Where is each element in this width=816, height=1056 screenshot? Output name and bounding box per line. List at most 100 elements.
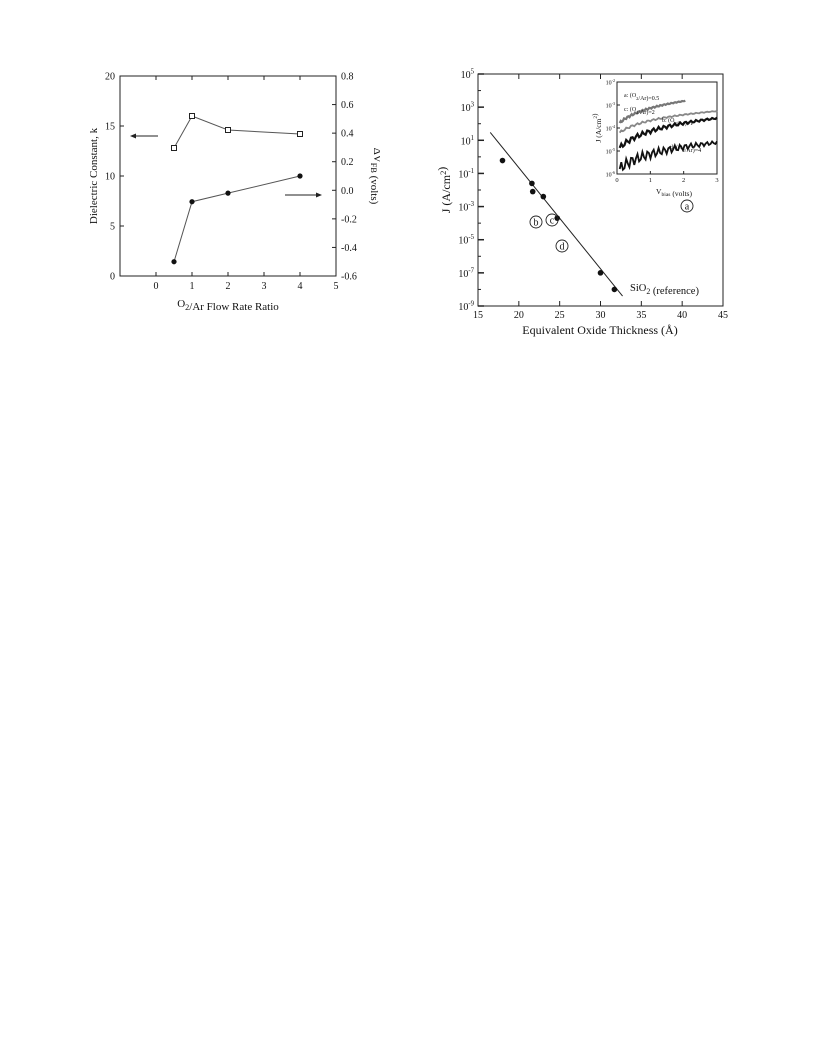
annotation-d-text: d <box>560 242 565 253</box>
series-line <box>173 115 301 149</box>
flow-ratio-chart: 0 1 2 3 4 5 0 5 10 15 20 -0.6 -0.4 -0.2 0.0 0.2 0.4 0.6… <box>88 72 380 314</box>
y-tick-label: 10-9 <box>458 301 474 314</box>
y-tick-label: 10 <box>105 172 115 183</box>
y-tick-label: 10-3 <box>458 201 474 214</box>
y2-tick-label: 0.8 <box>341 72 354 83</box>
x-tick-label: 20 <box>514 310 524 321</box>
data-marker-circle <box>225 190 231 196</box>
x-tick-label: 3 <box>262 281 267 292</box>
x-tick-label: 35 <box>636 310 646 321</box>
y-tick-label: 101 <box>461 135 474 148</box>
inset-y-tick-label: 10-3 <box>606 101 615 110</box>
x-tick-label: 45 <box>718 310 728 321</box>
y2-tick-label: 0.2 <box>341 157 354 168</box>
left-axis-arrowhead <box>130 133 136 139</box>
inset-curve-b <box>618 116 718 149</box>
sio2-reference-label: SiO2 (reference) <box>630 283 699 297</box>
inset-curve-a <box>618 99 686 124</box>
data-point <box>540 193 547 200</box>
y-axis-ticks: 10-9 10-7 10-5 10-3 10-1 101 103 105 <box>458 69 484 314</box>
inset-y-tick-label: 10-5 <box>606 147 615 156</box>
x-tick-label: 4 <box>298 281 303 292</box>
inset-curve-c <box>618 109 718 134</box>
inset-chart: 0 1 2 3 10-6 10-5 10-4 10-3 10-2 a: (O2/Ar)=0.5… <box>590 78 719 198</box>
y2-axis-title: ΔVFB (volts) <box>368 148 380 205</box>
x-tick-label: 2 <box>226 281 231 292</box>
x-axis-ticks: 15 20 25 30 35 40 45 <box>473 74 728 321</box>
inset-curve-label: a: (O2/Ar)=0.5 <box>624 92 659 102</box>
x-tick-label: 1 <box>190 281 195 292</box>
data-marker-circle <box>297 173 303 179</box>
inset-x-tick-label: 0 <box>615 177 618 184</box>
x-tick-label: 15 <box>473 310 483 321</box>
inset-y-tick-label: 10-2 <box>606 78 615 87</box>
chart-series <box>171 113 303 265</box>
y2-tick-label: -0.2 <box>341 214 357 225</box>
data-marker-circle <box>189 199 195 205</box>
data-point <box>529 180 535 187</box>
leakage-current-chart: 15 20 25 30 35 40 45 10-910-710-510-310-110110… <box>435 69 728 338</box>
x-axis-ticks: 0 1 2 3 4 5 <box>154 76 339 292</box>
inset-curve-labels: a: (O2/Ar)=0.5 c: (O2/Ar)=2 b: (O2/Ar)=1 d:… <box>624 92 701 154</box>
annotation-b-text: b <box>534 218 539 229</box>
plot-frame <box>119 75 337 277</box>
y-tick-label: 10-7 <box>458 267 474 280</box>
y-tick-label: 5 <box>110 222 115 233</box>
annotation-a: a <box>680 199 694 213</box>
y2-tick-label: 0.4 <box>341 129 354 140</box>
annotation-b: b <box>529 215 543 229</box>
y2-tick-label: 0.0 <box>341 186 354 197</box>
left-y-axis-ticks: 0 5 10 15 20 <box>105 72 124 283</box>
y-tick-label: 0 <box>110 272 115 283</box>
inset-curve-label: c: (O2/Ar)=2 <box>624 106 655 116</box>
inset-curves <box>618 99 718 172</box>
y-tick-label: 103 <box>461 102 475 115</box>
data-marker-square <box>297 131 303 137</box>
x-tick-label: 0 <box>154 281 159 292</box>
data-point <box>529 188 536 195</box>
inset-curve-d <box>618 140 718 172</box>
data-marker-square <box>189 113 195 119</box>
data-point <box>554 215 561 221</box>
annotation-d: d <box>555 239 569 253</box>
right-y-axis-ticks: -0.6 -0.4 -0.2 0.0 0.2 0.4 0.6 0.8 <box>332 72 357 283</box>
y-tick-label: 15 <box>105 122 115 133</box>
inset-y-tick-label: 10-6 <box>606 170 615 179</box>
y-tick-label: 10-1 <box>458 168 474 181</box>
x-tick-label: 30 <box>596 310 606 321</box>
y2-tick-label: 0.6 <box>341 100 354 111</box>
inset-x-tick-label: 3 <box>715 177 718 184</box>
x-axis-title: Equivalent Oxide Thickness (Å) <box>522 323 677 337</box>
x-tick-label: 25 <box>555 310 565 321</box>
data-marker-square <box>225 127 231 133</box>
inset-x-tick-label: 2 <box>682 177 685 184</box>
y-tick-label: 10-5 <box>458 234 474 247</box>
data-point <box>499 157 506 164</box>
data-point <box>597 270 604 276</box>
inset-y-ticks: 10-6 10-5 10-4 10-3 10-2 <box>606 78 620 179</box>
inset-x-tick-label: 1 <box>649 177 652 184</box>
x-axis-title: O2/Ar Flow Rate Ratio <box>177 298 279 313</box>
annotation-c: c <box>545 213 559 227</box>
data-marker-square <box>171 145 177 151</box>
right-axis-arrowhead <box>316 192 322 198</box>
fit-line <box>489 132 623 297</box>
series-line <box>173 175 301 262</box>
data-point <box>611 286 618 293</box>
annotations: b c d a SiO2 (reference) <box>529 199 699 297</box>
y-tick-label: 20 <box>105 72 115 83</box>
data-marker-circle <box>171 259 177 265</box>
y-axis-title: J (A/cm2) <box>435 167 453 214</box>
inset-x-ticks: 0 1 2 3 <box>615 171 719 184</box>
y2-tick-label: -0.4 <box>341 243 357 254</box>
annotation-c-text: c <box>550 216 555 227</box>
chart-points <box>499 157 618 293</box>
inset-y-tick-label: 10-4 <box>606 124 615 133</box>
inset-curve-label: d: (O2/Ar)=4 <box>670 144 701 154</box>
y-axis-title: Dielectric Constant, k <box>88 127 100 224</box>
inset-x-title: Vbias (volts) <box>656 187 692 198</box>
x-tick-label: 5 <box>334 281 339 292</box>
y-tick-label: 105 <box>461 69 475 82</box>
y2-tick-label: -0.6 <box>341 272 357 283</box>
sio2-reference-line <box>489 132 623 297</box>
